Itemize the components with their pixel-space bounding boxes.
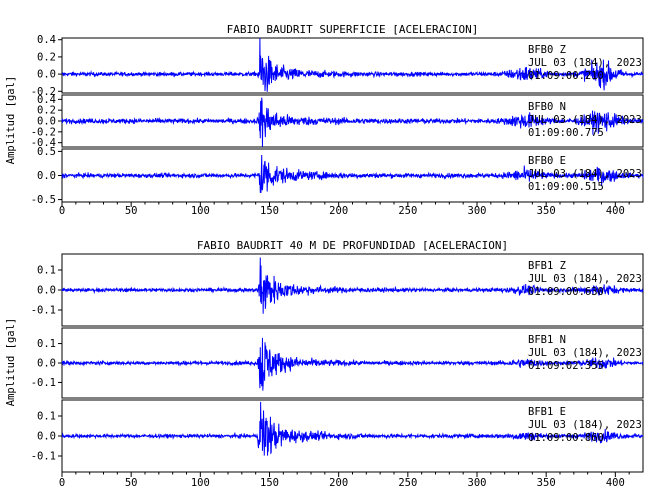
panel-frame [61,37,644,94]
x-tick-label: 50 [125,477,138,489]
waveform-line [61,337,644,391]
y-tick-label: 0.0 [37,358,56,370]
time-label: 01:09:00.775 [528,127,604,139]
x-tick-label: 100 [191,205,210,217]
date-label: JUL 03 (184), 2023 [528,419,642,431]
y-tick-label: 0.0 [37,116,56,128]
date-label: JUL 03 (184), 2023 [528,57,642,69]
x-tick-label: 350 [537,205,556,217]
time-label: 01:09:00.515 [528,181,604,193]
y-tick-label: 0.2 [37,105,56,117]
y-tick-label: -0.1 [31,305,56,317]
y-tick-label: 0.0 [37,69,56,81]
waveform-line [61,257,644,314]
date-label: JUL 03 (184), 2023 [528,347,642,359]
x-tick-label: 250 [398,477,417,489]
x-tick-label: 200 [329,205,348,217]
y-tick-label: 0.0 [37,431,56,443]
date-label: JUL 03 (184), 2023 [528,273,642,285]
station-component-label: BFB1 Z [528,260,566,272]
x-tick-label: 250 [398,205,417,217]
date-label: JUL 03 (184), 2023 [528,114,642,126]
waveform-line [61,37,644,92]
station-component-label: BFB0 Z [528,44,566,56]
y-tick-label: 0.1 [37,338,56,350]
y-tick-label: -0.2 [31,126,56,138]
y-axis-label: Amplitud [gal] [5,76,17,165]
x-tick-label: 400 [606,205,625,217]
y-tick-label: 0.4 [37,34,56,46]
y-tick-label: -0.1 [31,451,56,463]
x-tick-label: 300 [468,477,487,489]
waveform-line [61,401,644,456]
y-tick-label: 0.0 [37,285,56,297]
y-tick-label: 0.4 [37,94,56,106]
chart-title: FABIO BAUDRIT SUPERFICIE [ACELERACION] [227,23,479,36]
x-tick-label: 200 [329,477,348,489]
y-tick-label: 0.0 [37,170,56,182]
time-label: 01:09:00.860 [528,432,604,444]
time-label: 01:09:00.210 [528,70,604,82]
waveform-line [61,97,644,148]
station-component-label: BFB0 N [528,101,566,113]
y-tick-label: 0.2 [37,51,56,63]
x-tick-label: 150 [260,477,279,489]
y-tick-label: 0.1 [37,411,56,423]
x-tick-label: 150 [260,205,279,217]
station-component-label: BFB1 N [528,334,566,346]
x-tick-label: 100 [191,477,210,489]
x-tick-label: 300 [468,205,487,217]
x-tick-label: 0 [59,205,65,217]
x-tick-label: 350 [537,477,556,489]
x-tick-label: 0 [59,477,65,489]
y-tick-label: -0.5 [31,194,56,206]
time-label: 01:09:00.630 [528,286,604,298]
x-tick-label: 50 [125,205,138,217]
date-label: JUL 03 (184), 2023 [528,168,642,180]
y-axis-label: Amplitud [gal] [5,318,17,407]
y-tick-label: -0.4 [31,137,56,149]
y-tick-label: 0.5 [37,146,56,158]
x-tick-label: 400 [606,477,625,489]
chart-title: FABIO BAUDRIT 40 M DE PROFUNDIDAD [ACELE… [197,239,508,252]
station-component-label: BFB1 E [528,406,566,418]
y-tick-label: -0.1 [31,377,56,389]
time-label: 01:09:02.355 [528,360,604,372]
y-tick-label: 0.1 [37,265,56,277]
waveform-line [61,154,644,194]
y-tick-label: -0.2 [31,86,56,98]
station-component-label: BFB0 E [528,155,566,167]
